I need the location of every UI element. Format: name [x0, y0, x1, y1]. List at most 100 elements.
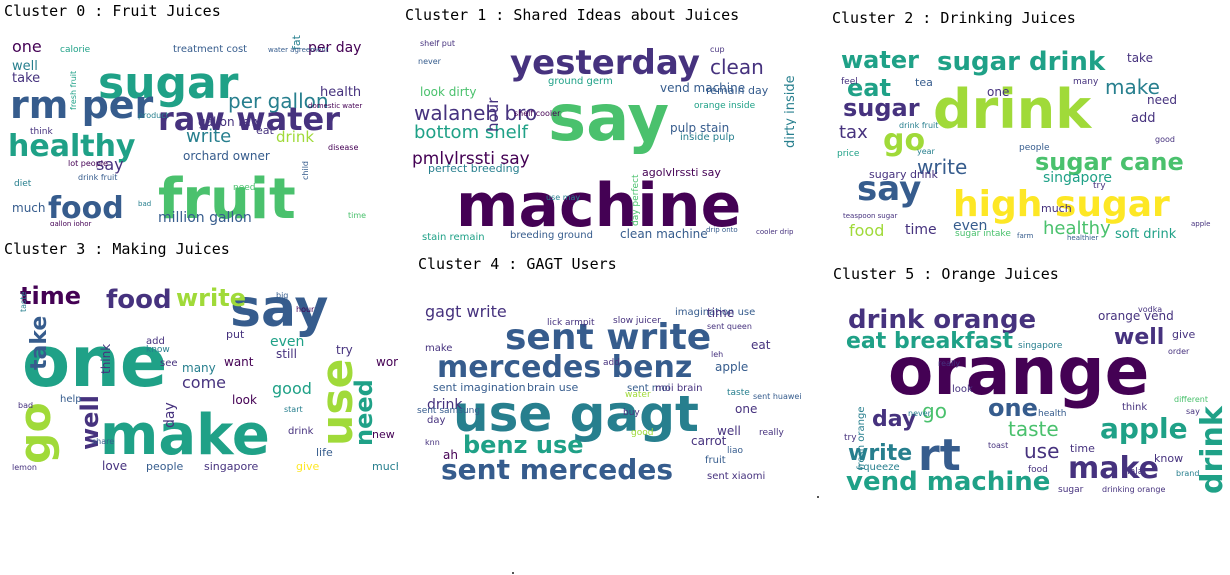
cluster-0-word: fruit: [158, 167, 296, 226]
cluster-4-word: time: [707, 306, 734, 320]
cluster-3-word: help: [60, 394, 82, 405]
cluster-5-word: try: [844, 433, 857, 443]
cluster-5-word: really: [938, 359, 960, 368]
cluster-4-word: liao: [727, 446, 744, 456]
cluster-2-word: feel: [841, 77, 858, 87]
cluster-1-word: cooler drip: [756, 228, 794, 236]
cluster-5-word: singapore: [1018, 341, 1063, 351]
cluster-4-word: make: [425, 343, 452, 354]
cluster-1-word: machine: [456, 171, 741, 241]
cluster-4-word: eat: [751, 338, 771, 352]
cluster-5-word: different: [1174, 395, 1208, 404]
cluster-5-word: use: [1024, 439, 1059, 463]
cluster-4-word: lick armpit: [547, 318, 595, 328]
cluster-2-word: high sugar: [953, 184, 1170, 225]
cluster-0-word: fat: [290, 34, 303, 50]
cluster-3-word: taste: [19, 292, 28, 312]
cluster-0-word: rm per: [10, 83, 154, 127]
cluster-5-word: halal: [1124, 467, 1146, 477]
cluster-2-word: sugary drink: [869, 168, 938, 181]
cluster-2-word: water: [841, 46, 919, 74]
cluster-4-word: add: [603, 358, 620, 368]
cluster-4-word: buy: [623, 408, 640, 418]
cluster-3-word: day: [162, 402, 178, 428]
cluster-4-word: sent moi: [627, 383, 670, 394]
cluster-1-word: perfect breeding: [428, 162, 520, 175]
cluster-0-word: time: [348, 211, 366, 220]
cluster-4-word: sent samsung: [417, 406, 480, 416]
cluster-5-wordcloud-svg: orange rt drink orange make apple vend machin…: [844, 305, 1228, 496]
cluster-2-word: healthy: [1043, 218, 1111, 239]
cluster-1-word: clean: [710, 55, 764, 79]
cluster-4-word: carrot: [691, 434, 727, 448]
cluster-3-title: Cluster 3 : Making Juices: [4, 240, 230, 258]
cluster-0-word: health: [320, 85, 361, 100]
cluster-5-word: look: [952, 384, 973, 395]
cluster-3-word: give: [296, 460, 320, 473]
cluster-1-word: shelf cooler: [514, 109, 561, 118]
cluster-0-word: one: [12, 37, 42, 56]
cluster-3-word: lemon: [12, 463, 37, 472]
cluster-2-word: time: [905, 222, 937, 238]
cluster-0-word: sugar: [98, 58, 239, 109]
cluster-0-word: gallon johor: [50, 220, 92, 226]
cluster-2-word: try: [1093, 181, 1106, 191]
cluster-0-word: healthy: [8, 129, 136, 164]
cluster-1-word: hour: [484, 97, 502, 132]
cluster-3-word: good: [272, 379, 312, 398]
cluster-1-word: stain remain: [422, 232, 485, 242]
cluster-5-word: give: [1172, 328, 1196, 341]
cluster-4-word: moi brain: [655, 383, 703, 394]
cluster-2-word: go: [883, 123, 925, 158]
cluster-4-word: sent huawei: [753, 392, 802, 401]
cluster-5-word: toast: [988, 441, 1008, 450]
cluster-3-word: big: [276, 291, 288, 300]
cluster-0-word: child: [301, 161, 310, 180]
cluster-3-word: write: [176, 284, 246, 312]
cluster-1-word: yesterday: [510, 43, 700, 83]
cluster-3-word: put: [226, 328, 245, 341]
cluster-5-word: go: [922, 399, 947, 423]
cluster-5-word: vend machine: [846, 467, 1050, 496]
cluster-1-word: dirty inside: [783, 75, 796, 148]
cluster-4-word: sent xiaomi: [707, 471, 765, 482]
cluster-0-word: write: [186, 126, 231, 147]
cluster-1-title: Cluster 1 : Shared Ideas about Juices: [405, 6, 740, 24]
cluster-2-word: add: [1131, 111, 1155, 126]
cluster-5-word: one: [988, 394, 1038, 422]
cluster-5-wordcloud: orange rt drink orange make apple vend machin…: [838, 290, 1228, 496]
cluster-2-word: need: [1147, 93, 1177, 107]
cluster-5-word: day: [872, 407, 916, 432]
cluster-3-word: start: [284, 405, 303, 414]
cluster-5-word: well: [1114, 325, 1164, 350]
cluster-0-word: bad: [138, 200, 151, 208]
cluster-4-word: imagination use: [675, 307, 755, 318]
cluster-1-wordcloud: machine say yesterday walaneh bro bottom she…: [410, 36, 796, 242]
stray-dot: [817, 496, 819, 498]
cluster-4-word: mercedes benz: [437, 350, 692, 385]
stray-dot: [512, 572, 514, 574]
cluster-2-word: healthier: [1067, 234, 1098, 240]
cluster-4-word: good: [631, 428, 653, 438]
cluster-2-word: teaspoon sugar: [843, 212, 897, 220]
cluster-2-word: singapore: [1043, 170, 1112, 186]
cluster-5-word: food: [1028, 465, 1048, 475]
cluster-1-word: shelf put: [420, 39, 455, 48]
cluster-4-word: well: [717, 424, 741, 438]
cluster-5-word: write: [848, 441, 912, 466]
cluster-4-word: gagt write: [425, 302, 507, 321]
cluster-4-word: sent write: [505, 317, 711, 358]
cluster-2-word: make: [1105, 75, 1160, 99]
cluster-1-word: ground germ: [548, 76, 613, 87]
cluster-2-word: price: [837, 149, 860, 159]
cluster-4-word: water: [625, 390, 651, 400]
cluster-2-word: sugar cane: [1035, 148, 1184, 176]
cluster-3-word: know: [146, 345, 170, 355]
cluster-2-word: drink: [933, 78, 1092, 141]
cluster-0-word: fresh fruit: [69, 71, 78, 110]
cluster-4-word: apple: [715, 360, 748, 374]
cluster-1-word: look dirty: [420, 85, 476, 99]
cluster-5-word: say: [1186, 407, 1200, 416]
cluster-3-word: time: [20, 282, 81, 310]
